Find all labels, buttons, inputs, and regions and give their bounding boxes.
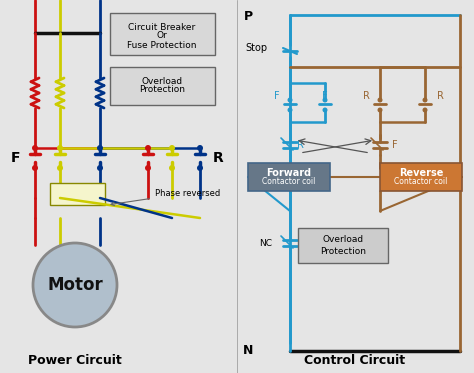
Circle shape [33,243,117,327]
Text: Overload: Overload [141,76,182,85]
Text: NC: NC [259,238,272,248]
Circle shape [322,97,328,103]
Bar [380,163,462,191]
Text: F: F [322,91,328,101]
Circle shape [97,165,103,171]
Text: R: R [297,140,303,150]
Bar [298,228,388,263]
Circle shape [32,145,38,151]
Circle shape [377,97,383,103]
Circle shape [169,145,175,151]
Text: Contactor coil: Contactor coil [394,178,447,186]
Text: Forward: Forward [266,168,311,178]
Text: Motor: Motor [47,276,103,294]
Text: Circuit Breaker: Circuit Breaker [128,22,196,31]
Text: Power Circuit: Power Circuit [28,354,122,367]
Circle shape [322,107,328,113]
Circle shape [169,165,175,171]
Bar [248,163,330,191]
Text: P: P [244,9,253,22]
Text: Or: Or [156,31,167,41]
Text: Overload: Overload [322,235,364,244]
Circle shape [377,107,383,113]
Text: Protection: Protection [139,85,185,94]
Circle shape [422,97,428,103]
Text: Stop: Stop [246,43,268,53]
Bar [110,13,215,55]
Text: Fuse Protection: Fuse Protection [127,41,197,50]
Text: Control Circuit: Control Circuit [304,354,406,367]
Text: F: F [392,140,398,150]
Text: N: N [243,345,253,357]
Circle shape [288,97,292,103]
Text: Reverse: Reverse [399,168,443,178]
Text: Contactor coil: Contactor coil [262,178,316,186]
Text: F: F [274,91,280,101]
Bar [50,183,105,205]
Bar [110,67,215,105]
Text: R: R [437,91,444,101]
Circle shape [97,145,103,151]
Text: R: R [363,91,370,101]
Circle shape [145,165,151,171]
Circle shape [422,107,428,113]
Text: Phase reversed: Phase reversed [111,188,220,206]
Circle shape [288,107,292,113]
Circle shape [197,145,203,151]
Circle shape [32,165,38,171]
Text: Protection: Protection [320,247,366,256]
Circle shape [197,165,203,171]
Text: R: R [213,151,223,165]
Circle shape [57,145,63,151]
Circle shape [57,165,63,171]
Text: F: F [11,151,21,165]
Circle shape [145,145,151,151]
